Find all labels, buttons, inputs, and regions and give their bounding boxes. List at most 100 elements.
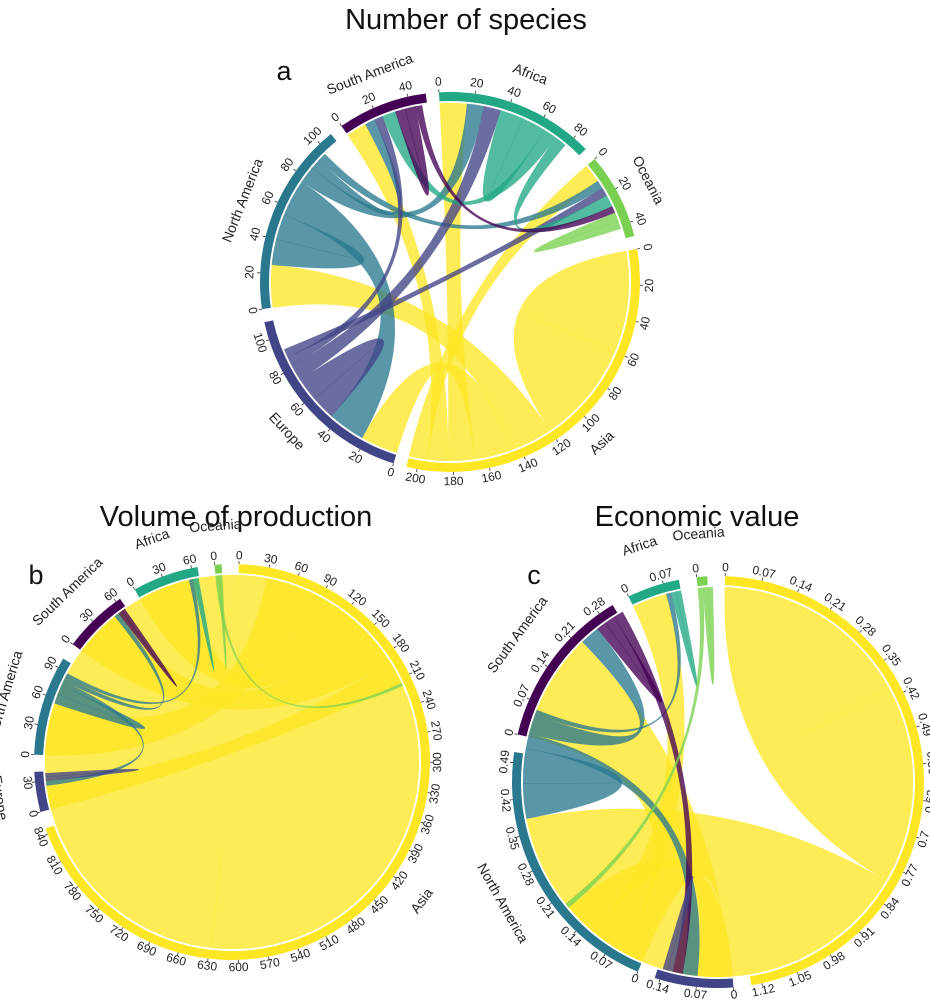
- ribbons: [44, 574, 420, 950]
- tick-mark: [555, 439, 559, 443]
- tick-label: 20: [346, 448, 365, 467]
- tick-label: 80: [277, 155, 296, 174]
- tick-mark: [301, 403, 305, 406]
- tick-mark: [761, 577, 764, 581]
- ribbon-oceania-to-oceania: [702, 586, 715, 685]
- arc-north-america: [260, 133, 337, 310]
- tick-mark: [883, 658, 887, 661]
- tick-mark: [358, 449, 361, 453]
- arc-africa: [134, 567, 200, 598]
- tick-label: 0: [722, 560, 729, 574]
- tick-label: 30: [21, 715, 37, 731]
- tick-mark: [58, 861, 62, 864]
- tick-mark: [121, 927, 124, 931]
- tick-mark: [266, 339, 270, 342]
- tick-mark: [132, 586, 136, 590]
- chord-diagram-b: 0 30 6090120150180210240270300330360390420…: [0, 515, 445, 974]
- tick-mark: [90, 618, 93, 622]
- ribbon-north-america-to-oceania: [318, 153, 603, 230]
- ribbon-asia-to-europe: [46, 661, 402, 810]
- tick-label: 0: [236, 548, 243, 562]
- ribbon-south-america-to-oceania: [414, 104, 616, 233]
- tick-label: 40: [247, 226, 264, 243]
- tick-mark: [523, 456, 526, 460]
- region-label-oceania: Oceania: [672, 523, 725, 543]
- tick-label: 40: [637, 315, 654, 331]
- ribbon-africa-to-africa: [192, 577, 215, 671]
- ribbon-south-america-to-south-america: [395, 106, 429, 196]
- tick-label: 200: [404, 470, 426, 487]
- tick-mark: [420, 821, 424, 824]
- panel-c-letter: c: [527, 560, 541, 590]
- tick-mark: [516, 836, 520, 838]
- tick-mark: [406, 93, 409, 97]
- ribbon-oceania-to-oceania: [533, 212, 622, 253]
- tick-label: 0.7: [914, 829, 930, 849]
- tick-mark: [70, 642, 74, 645]
- tick-label: 30: [20, 775, 35, 790]
- tick-label: 30: [150, 559, 168, 577]
- arc-europe: [654, 969, 734, 989]
- tick-label: 60: [182, 551, 198, 568]
- region-label-oceania: Oceania: [630, 153, 668, 207]
- arc-europe: [34, 771, 50, 812]
- tick-label: 0: [124, 574, 137, 590]
- tick-label: 160: [480, 468, 503, 486]
- tick-mark: [280, 372, 284, 376]
- tick-mark: [190, 565, 192, 569]
- ribbon-oceania-to-asia: [565, 587, 705, 908]
- tick-mark: [526, 697, 530, 700]
- tick-mark: [883, 903, 887, 907]
- tick-mark: [37, 811, 41, 814]
- tick-mark: [615, 186, 619, 190]
- tick-mark: [42, 693, 46, 696]
- tick-mark: [160, 573, 163, 577]
- tick-mark: [584, 416, 587, 419]
- tick-label: 540: [289, 945, 313, 965]
- tick-label: 90: [41, 654, 60, 673]
- tick-mark: [761, 983, 763, 987]
- tick-mark: [544, 664, 548, 667]
- arc-africa: [438, 92, 586, 156]
- tick-mark: [594, 156, 598, 160]
- tick-label: 0: [501, 727, 516, 737]
- panel-c-title: Economic value: [595, 501, 800, 533]
- tick-label: 0.07: [648, 565, 675, 585]
- tick-label: 40: [632, 210, 650, 227]
- ribbon-asia-to-asia: [724, 586, 914, 881]
- tick-label: 570: [259, 955, 282, 973]
- tick-label: 20: [642, 278, 656, 292]
- tick-mark: [351, 919, 354, 923]
- tick-label: 0: [692, 561, 700, 576]
- tick-mark: [597, 610, 600, 614]
- ribbon-north-america-to-europe: [525, 733, 700, 977]
- tick-mark: [392, 463, 394, 467]
- region-label-asia: Asia: [407, 885, 436, 917]
- tick-mark: [543, 114, 546, 118]
- tick-label: 0: [18, 750, 32, 758]
- tick-mark: [325, 585, 329, 589]
- tick-label: 0.63: [922, 789, 930, 814]
- tick-label: 270: [428, 720, 445, 742]
- tick-label: 80: [571, 120, 590, 140]
- tick-mark: [373, 899, 377, 903]
- tick-mark: [351, 601, 354, 605]
- panel-a-title: Number of species: [345, 4, 587, 36]
- ribbon-oceania-to-oceania: [218, 574, 227, 669]
- tick-mark: [176, 952, 179, 956]
- tick-mark: [514, 733, 518, 735]
- tick-label: 60: [293, 558, 311, 576]
- tick-mark: [34, 723, 38, 725]
- tick-label: 0.07: [751, 563, 777, 582]
- tick-label: 0.14: [645, 976, 672, 996]
- tick-mark: [624, 355, 628, 358]
- tick-mark: [796, 972, 799, 976]
- region-label-oceania: Oceania: [189, 515, 242, 535]
- tick-label: 840: [31, 825, 51, 849]
- tick-label: 60: [258, 189, 276, 207]
- ribbon-south-america-to-south-america: [118, 608, 178, 687]
- tick-label: 0: [619, 581, 631, 597]
- ribbon-africa-to-oceania: [513, 137, 613, 233]
- tick-label: 0: [329, 109, 343, 124]
- ribbon-north-america-to-africa: [534, 592, 681, 733]
